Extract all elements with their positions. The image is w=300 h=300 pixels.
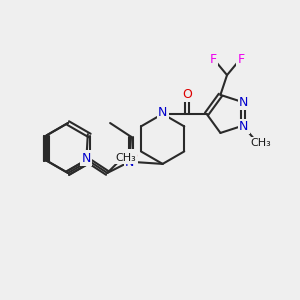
Text: N: N bbox=[82, 152, 91, 165]
Text: N: N bbox=[125, 156, 134, 169]
Text: O: O bbox=[127, 150, 137, 163]
Text: CH₃: CH₃ bbox=[250, 138, 272, 148]
Text: F: F bbox=[209, 53, 217, 66]
Text: N: N bbox=[239, 120, 248, 133]
Text: CH₃: CH₃ bbox=[115, 153, 136, 163]
Text: N: N bbox=[158, 106, 167, 119]
Text: O: O bbox=[182, 88, 192, 101]
Text: N: N bbox=[239, 96, 248, 109]
Text: F: F bbox=[238, 53, 244, 66]
